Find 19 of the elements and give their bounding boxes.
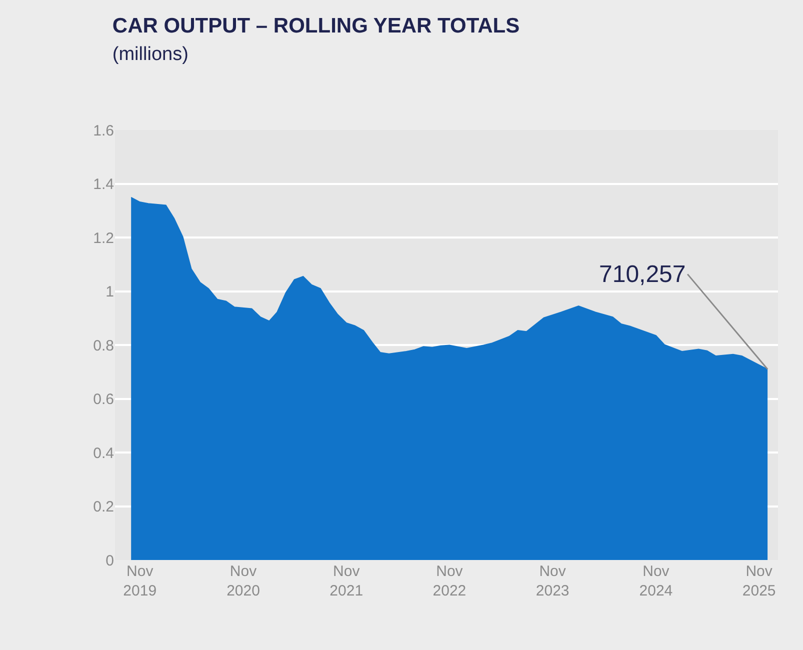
y-tick-label: 0.6	[93, 391, 114, 408]
x-tick-label: Nov 2024	[639, 563, 673, 600]
y-tick-label: 1	[106, 284, 114, 300]
y-tick-label: 1.6	[93, 122, 114, 140]
y-tick-label: 1.4	[93, 176, 114, 193]
x-tick-label: Nov 2023	[536, 563, 570, 600]
x-tick-label: Nov 2021	[330, 563, 364, 600]
x-tick-label: Nov 2025	[742, 563, 776, 600]
chart-subtitle: (millions)	[112, 44, 188, 65]
y-tick-label: 0	[106, 552, 114, 570]
annotation: 710,257	[599, 261, 686, 288]
x-tick-label: Nov 2019	[123, 563, 157, 600]
y-tick-label: 0.4	[93, 444, 114, 462]
x-tick-label: Nov 2020	[226, 563, 260, 600]
x-tick-label: Nov 2022	[432, 563, 466, 600]
chart-title: CAR OUTPUT – ROLLING YEAR TOTALS	[112, 14, 520, 38]
y-tick-label: 0.8	[93, 337, 114, 354]
y-tick-label: 1.2	[93, 230, 114, 247]
y-tick-label: 0.2	[93, 498, 114, 516]
